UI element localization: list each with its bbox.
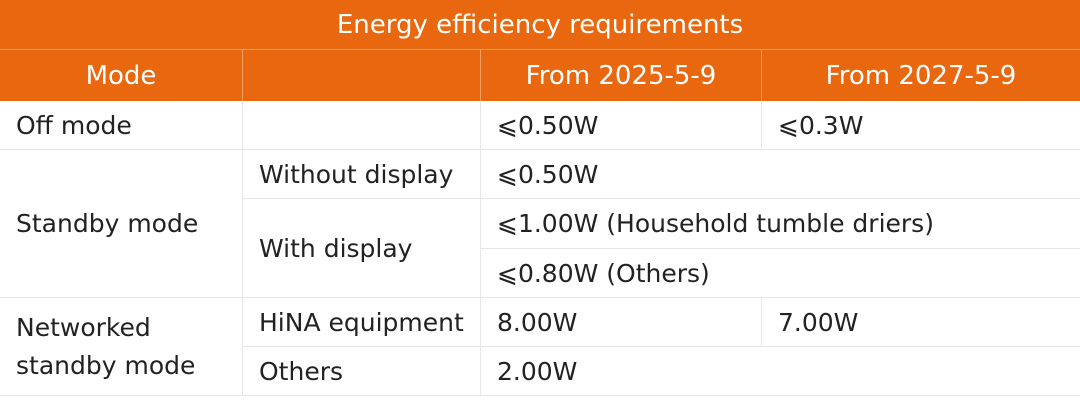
header-from-2027: From 2027-5-9 [762, 50, 1080, 101]
off-mode-value-2027: ⩽0.3W [762, 101, 1080, 150]
header-from-2025: From 2025-5-9 [481, 50, 762, 101]
off-mode-value-2025: ⩽0.50W [481, 101, 762, 150]
header-submode [243, 50, 481, 101]
table-title: Energy efficiency requirements [0, 0, 1080, 50]
table-bottom-margin [0, 396, 1080, 402]
networked-hina-value-2025: 8.00W [481, 298, 762, 347]
networked-others-label: Others [243, 347, 481, 396]
networked-hina-value-2027: 7.00W [762, 298, 1080, 347]
standby-with-display-others-value: ⩽0.80W (Others) [481, 249, 1080, 298]
standby-without-display-label: Without display [243, 150, 481, 199]
header-mode: Mode [0, 50, 243, 101]
networked-others-value: 2.00W [481, 347, 1080, 396]
standby-with-display-label: With display [243, 199, 481, 298]
networked-hina-label: HiNA equipment [243, 298, 481, 347]
row-label-standby-mode: Standby mode [0, 150, 243, 298]
row-label-off-mode: Off mode [0, 101, 243, 150]
row-label-networked-standby: Networked standby mode [0, 298, 243, 396]
standby-with-display-dryers-value: ⩽1.00W (Household tumble driers) [481, 199, 1080, 249]
off-mode-submode-empty [243, 101, 481, 150]
standby-without-display-value: ⩽0.50W [481, 150, 1080, 199]
